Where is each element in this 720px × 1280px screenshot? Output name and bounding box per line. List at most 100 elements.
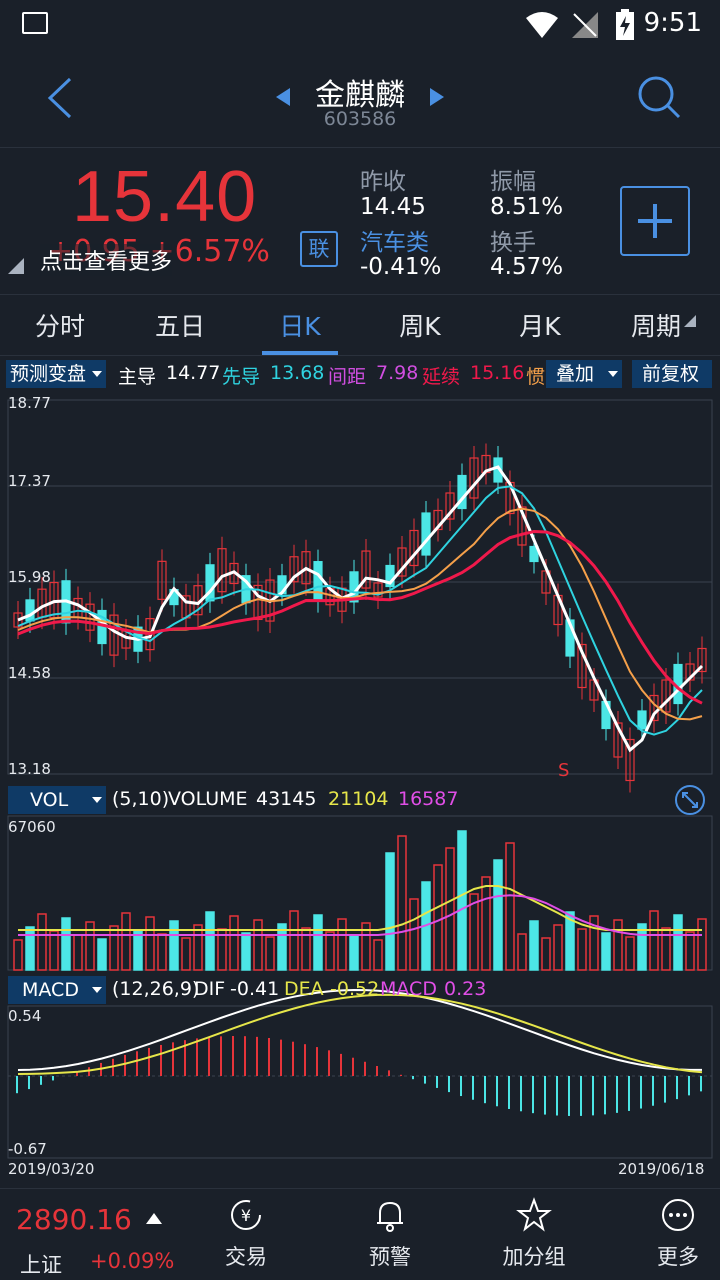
tab-weekly-k[interactable]: 周K [399, 312, 441, 341]
svg-text:¥: ¥ [241, 1206, 251, 1225]
trade-icon: ¥ [231, 1200, 261, 1230]
back-icon[interactable] [44, 76, 74, 120]
k-tick-label: 13.18 [8, 760, 51, 778]
tab-daily-k[interactable]: 日K [279, 312, 321, 341]
related-button[interactable]: 联 [300, 231, 338, 267]
active-tab-indicator [262, 351, 338, 355]
nav-add-group[interactable]: 加分组 [484, 1197, 584, 1271]
candle-body [457, 474, 467, 510]
volume-bar [589, 915, 599, 971]
header: 金麒麟 603586 [0, 50, 720, 146]
overlay-dropdown[interactable]: 叠加 [546, 360, 622, 388]
volume-bar [121, 912, 131, 971]
candle-body [397, 547, 407, 577]
jianju-label: 间距 [328, 366, 367, 388]
next-stock-icon[interactable] [430, 88, 444, 106]
vol-volume: 43145 [256, 788, 317, 810]
zhudao-value: 14.77 [166, 362, 221, 384]
candle-body [301, 551, 311, 585]
candle-body [493, 457, 503, 483]
chart-canvas [7, 399, 713, 1159]
macd-dropdown[interactable]: MACD [8, 976, 106, 1004]
volume-bar [625, 936, 635, 971]
bell-icon [377, 1201, 403, 1232]
volume-bar [565, 911, 575, 971]
nav-label: 加分组 [502, 1245, 566, 1269]
search-icon[interactable] [636, 74, 682, 120]
adjust-button[interactable]: 前复权 [632, 360, 712, 388]
predict-dropdown[interactable]: 预测变盘 [6, 360, 106, 388]
volume-bar [145, 916, 155, 971]
nav-label: 更多 [657, 1245, 699, 1269]
vol-params: (5,10) [112, 788, 170, 810]
bottom-bar: 2890.16 上证 +0.09% ¥ 交易 预警 加分组 更多 [0, 1188, 720, 1280]
dif-line [17, 988, 702, 1071]
vol-selector: VOL [30, 789, 69, 811]
xiandao-value: 13.68 [270, 362, 325, 384]
vol-dropdown[interactable]: VOL [8, 786, 106, 814]
predict-label: 预测变盘 [10, 363, 87, 385]
nav-trade[interactable]: ¥ 交易 [196, 1197, 296, 1271]
turnover-label: 换手 [490, 230, 536, 256]
tab-period[interactable]: 周期 [630, 312, 681, 341]
volume-bar [13, 939, 23, 971]
status-bar: 9:51 [0, 0, 720, 50]
chevron-down-icon [92, 797, 102, 803]
candle-body [697, 647, 707, 673]
volume-bar [193, 924, 203, 971]
add-watchlist-button[interactable] [620, 186, 690, 256]
period-tabs: 分时 五日 日K 周K 月K 周期 [0, 294, 720, 356]
candle-body [217, 548, 227, 593]
k-tick-label: 18.77 [8, 394, 51, 412]
candle-body [409, 529, 419, 567]
xiandao-label: 先导 [222, 366, 261, 388]
candle-body [313, 561, 323, 602]
volume-bar [613, 919, 623, 971]
tab-monthly-k[interactable]: 月K [519, 312, 561, 341]
quote-panel[interactable]: 15.40 +0.95 +6.57% 点击查看更多 联 昨收 14.45 汽车类… [0, 147, 720, 293]
volume-bar [313, 914, 323, 971]
dea-line [17, 993, 703, 1075]
more-hint[interactable]: 点击查看更多 [40, 244, 173, 276]
more-icon [662, 1199, 694, 1231]
macd-selector: MACD [22, 979, 79, 1001]
current-price: 15.40 [72, 157, 258, 237]
volume-bar [673, 914, 683, 971]
yanxu-value: 15.16 [470, 362, 525, 384]
tab-intraday[interactable]: 分时 [34, 312, 85, 341]
star-icon [516, 1197, 552, 1232]
index-change: +0.09% [90, 1249, 175, 1273]
candle-body [289, 556, 299, 583]
volume-bar [277, 923, 287, 971]
chevron-down-icon [92, 371, 102, 377]
vol-ma10: 16587 [398, 788, 459, 810]
expand-icon[interactable] [674, 784, 706, 816]
candle-body [577, 643, 587, 689]
k-tick-label: 15.98 [8, 568, 51, 586]
k-panel-frame [7, 399, 713, 775]
volume-bar [25, 926, 35, 971]
nav-more[interactable]: 更多 [628, 1197, 720, 1271]
volume-bar [457, 830, 467, 971]
nav-label: 交易 [225, 1245, 267, 1269]
amplitude-value: 8.51% [490, 194, 564, 220]
chart-area[interactable]: 18.77 17.37 15.98 14.58 13.18 S VOL (5,1… [0, 390, 720, 1190]
volume-bar [169, 920, 179, 971]
ma-line-red [17, 529, 703, 705]
sector-label[interactable]: 汽车类 [360, 230, 429, 256]
volume-bar [541, 937, 551, 971]
nav-label: 预警 [369, 1245, 411, 1269]
volume-bar [373, 939, 383, 971]
macd-min-label: -0.67 [8, 1140, 47, 1158]
sector-change: -0.41% [360, 254, 442, 280]
volume-bar [637, 923, 647, 971]
stock-name: 金麒麟 [315, 78, 405, 113]
prev-stock-icon[interactable] [276, 88, 290, 106]
volume-bar [37, 913, 47, 971]
nav-alert[interactable]: 预警 [340, 1197, 440, 1271]
tab-five-day[interactable]: 五日 [154, 312, 205, 341]
volume-bar [337, 918, 347, 971]
index-name[interactable]: 上证 [20, 1253, 62, 1277]
index-value[interactable]: 2890.16 [16, 1203, 132, 1236]
volume-bar [649, 910, 659, 971]
